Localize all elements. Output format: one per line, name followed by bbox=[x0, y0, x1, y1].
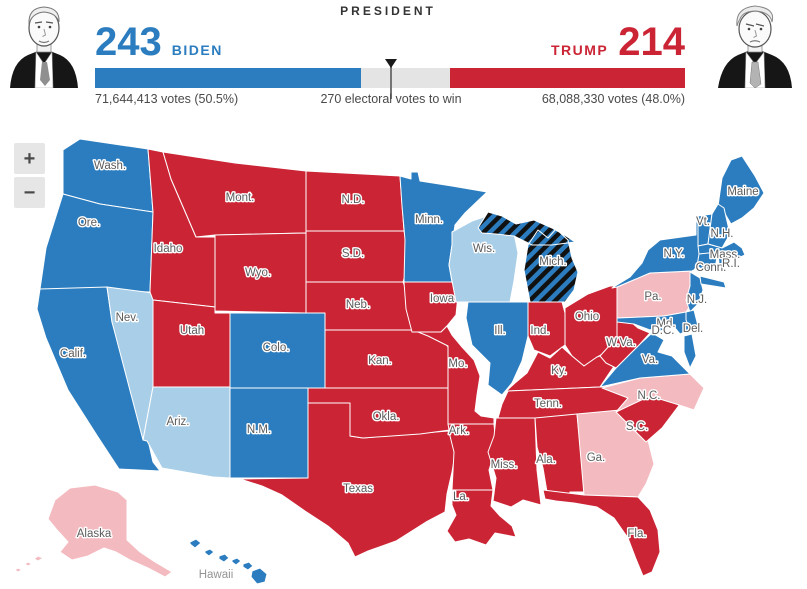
state-ME[interactable] bbox=[717, 155, 765, 225]
state-AK[interactable] bbox=[14, 484, 173, 578]
state-label-WY: Wyo. bbox=[245, 267, 271, 279]
state-label-SC: S.C. bbox=[626, 421, 648, 433]
state-label-GA: Ga. bbox=[587, 452, 606, 464]
state-label-FL: Fla. bbox=[627, 528, 646, 540]
state-label-OR: Ore. bbox=[78, 217, 100, 229]
state-MD[interactable] bbox=[616, 311, 691, 335]
state-label-IN: Ind. bbox=[530, 325, 549, 337]
us-map: Wash. Ore. Calif. Nev. Idaho Mont. Wyo. Utah Col… bbox=[14, 138, 765, 585]
state-label-HI: Hawaii bbox=[199, 569, 234, 581]
state-label-WI: Wis. bbox=[473, 243, 495, 255]
state-label-NJ: N.J. bbox=[687, 294, 707, 306]
state-labels-layer: Wash. Ore. Calif. Nev. Idaho Mont. Wyo. Utah Col… bbox=[58, 159, 760, 583]
state-label-NV: Nev. bbox=[116, 312, 139, 324]
trump-electoral-votes: 214 bbox=[618, 20, 685, 64]
state-DE[interactable] bbox=[685, 309, 699, 335]
zoom-out-button[interactable]: − bbox=[14, 177, 45, 208]
state-label-VA: Va. bbox=[642, 354, 658, 366]
state-label-MA: Mass. bbox=[710, 249, 741, 261]
state-label-NM: N.M. bbox=[247, 424, 271, 436]
biden-portrait bbox=[10, 6, 78, 88]
electoral-bar bbox=[95, 68, 685, 88]
state-label-MD: Md. bbox=[656, 318, 675, 330]
trump-name-label: TRUMP bbox=[550, 42, 609, 58]
state-label-CO: Colo. bbox=[263, 342, 290, 354]
state-label-AK: Alaska bbox=[77, 528, 112, 540]
trump-score: TRUMP 214 bbox=[551, 22, 685, 62]
state-label-NY: N.Y. bbox=[664, 248, 685, 260]
state-label-ND: N.D. bbox=[342, 194, 365, 206]
state-label-TX: Texas bbox=[343, 483, 373, 495]
state-label-NH: N.H. bbox=[711, 228, 734, 240]
biden-popular-votes: 71,644,413 votes (50.5%) bbox=[95, 92, 239, 106]
state-RI[interactable] bbox=[717, 250, 728, 265]
biden-name-label: BIDEN bbox=[171, 42, 223, 58]
state-label-OH: Ohio bbox=[575, 311, 599, 323]
state-label-UT: Utah bbox=[180, 325, 204, 337]
state-label-WA: Wash. bbox=[94, 160, 126, 172]
states-layer bbox=[14, 138, 765, 585]
state-IA[interactable] bbox=[403, 281, 459, 333]
state-MN[interactable] bbox=[399, 171, 488, 283]
state-label-TN: Tenn. bbox=[534, 398, 562, 410]
state-label-KY: Ky. bbox=[551, 365, 567, 377]
map-zoom-controls: + − bbox=[14, 143, 45, 208]
electoral-bar-trump-fill bbox=[450, 68, 685, 88]
state-label-MN: Minn. bbox=[415, 214, 443, 226]
state-label-DE: Del. bbox=[683, 323, 703, 335]
state-MI[interactable] bbox=[477, 211, 579, 303]
state-label-ME: Maine bbox=[727, 186, 758, 198]
page-title: PRESIDENT bbox=[340, 4, 436, 18]
threshold-label: 270 electoral votes to win bbox=[320, 92, 462, 106]
trump-portrait bbox=[718, 5, 792, 88]
state-label-IL: Ill. bbox=[494, 325, 506, 337]
state-AZ[interactable] bbox=[142, 386, 231, 479]
state-label-MS: Miss. bbox=[491, 459, 518, 471]
state-label-IA: Iowa bbox=[430, 293, 455, 305]
state-label-MT: Mont. bbox=[226, 192, 255, 204]
state-label-NE: Neb. bbox=[346, 299, 370, 311]
state-label-OK: Okla. bbox=[373, 411, 400, 423]
state-KY[interactable] bbox=[501, 346, 621, 396]
state-label-ID: Idaho bbox=[154, 243, 183, 255]
state-DC[interactable] bbox=[655, 324, 664, 333]
state-CT[interactable] bbox=[696, 251, 719, 273]
state-MS[interactable] bbox=[487, 417, 542, 508]
state-WV[interactable] bbox=[599, 297, 651, 369]
state-label-WV: W.Va. bbox=[606, 337, 636, 349]
zoom-in-button[interactable]: + bbox=[14, 143, 45, 174]
state-label-LA: La. bbox=[453, 491, 469, 503]
state-label-PA: Pa. bbox=[644, 291, 661, 303]
state-label-MI: Mich. bbox=[539, 256, 566, 268]
state-MO[interactable] bbox=[417, 325, 495, 425]
biden-score: 243 BIDEN bbox=[95, 22, 223, 62]
state-label-RI: R.I. bbox=[722, 258, 740, 270]
state-label-CT: Conn. bbox=[696, 262, 727, 274]
biden-electoral-votes: 243 bbox=[95, 20, 162, 64]
state-label-CA: Calif. bbox=[60, 348, 86, 360]
state-label-AR: Ark. bbox=[449, 425, 469, 437]
state-label-KS: Kan. bbox=[368, 355, 392, 367]
state-label-MO: Mo. bbox=[448, 358, 467, 370]
state-label-NC: N.C. bbox=[638, 390, 661, 402]
trump-popular-votes: 68,088,330 votes (48.0%) bbox=[541, 92, 685, 106]
state-label-AZ: Ariz. bbox=[167, 416, 190, 428]
state-label-DC: D.C. bbox=[652, 325, 675, 337]
threshold-marker-triangle-icon bbox=[385, 59, 398, 68]
state-UT[interactable] bbox=[152, 299, 231, 388]
state-label-AL: Ala. bbox=[536, 454, 556, 466]
state-FL[interactable] bbox=[542, 489, 661, 577]
state-HI[interactable] bbox=[189, 538, 268, 585]
electoral-bar-biden-fill bbox=[95, 68, 362, 88]
state-label-SD: S.D. bbox=[342, 248, 364, 260]
state-LA[interactable] bbox=[446, 489, 517, 546]
state-label-VT: Vt. bbox=[696, 216, 710, 228]
